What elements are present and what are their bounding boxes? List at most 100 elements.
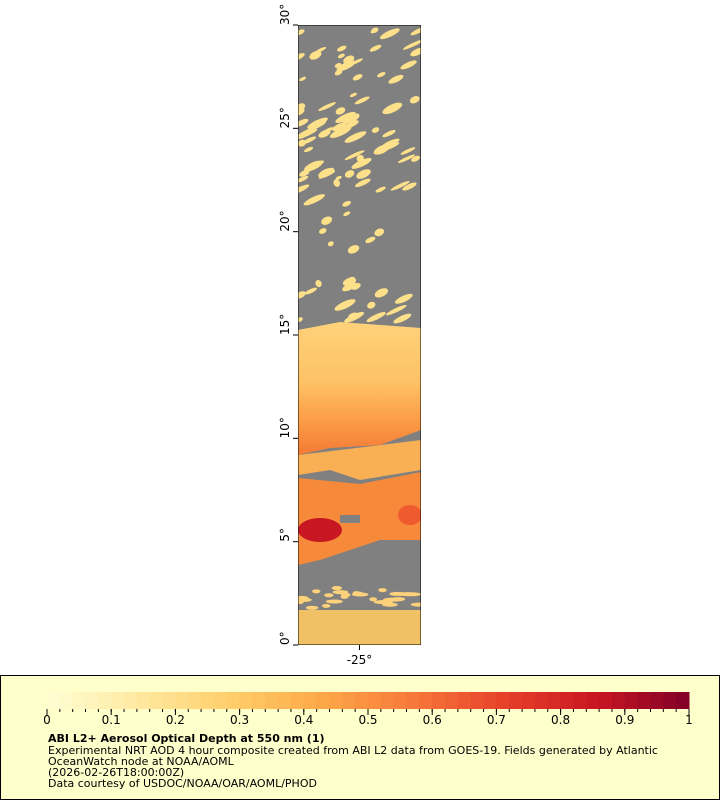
y-tick-label: 25° — [278, 107, 292, 128]
haze-streak — [356, 169, 371, 179]
haze-streak — [354, 96, 370, 105]
colorbar-cell — [59, 692, 74, 709]
haze-streak — [344, 150, 365, 160]
colorbar-cell — [624, 692, 639, 709]
y-tick-label: 30° — [278, 4, 292, 25]
x-tick-label: -25° — [347, 653, 373, 667]
colorbar-cell — [419, 692, 433, 709]
haze-streak — [331, 586, 343, 591]
dust-patch — [298, 610, 421, 645]
haze-streak — [369, 597, 377, 602]
legend-line: Experimental NRT AOD 4 hour composite cr… — [48, 744, 658, 757]
colorbar-cell — [278, 692, 292, 709]
haze-streak — [333, 179, 341, 187]
y-tick-label: 15° — [278, 314, 292, 335]
haze-streak — [410, 26, 421, 36]
dust-plume — [298, 440, 421, 480]
colorbar-cell — [547, 692, 562, 709]
colorbar-cell — [72, 692, 87, 709]
dust-plume — [298, 322, 421, 455]
colorbar-cell — [226, 692, 241, 709]
colorbar-cell — [534, 692, 549, 709]
haze-streak — [410, 602, 421, 607]
haze-streak — [382, 602, 398, 607]
colorbar-cell — [611, 692, 626, 709]
haze-streak — [393, 313, 412, 324]
colorbar-cell — [676, 692, 690, 709]
haze-streak — [309, 50, 322, 60]
legend-line: OceanWatch node at NOAA/AOML — [48, 755, 235, 768]
colorbar-cell — [162, 692, 176, 709]
colorbar-cell — [124, 692, 138, 709]
haze-streak — [335, 107, 346, 115]
legend-line: (2026-02-26T18:00:00Z) — [48, 766, 184, 779]
haze-streak — [352, 74, 363, 81]
haze-streak — [303, 194, 325, 206]
haze-streak — [310, 160, 324, 168]
haze-streak — [400, 147, 416, 155]
haze-streak — [299, 76, 307, 82]
haze-streak — [343, 55, 355, 64]
haze-streak — [342, 113, 360, 124]
colorbar-cell — [303, 692, 318, 709]
haze-streak — [344, 170, 355, 178]
colorbar-cell — [316, 692, 330, 709]
haze-streak — [335, 175, 342, 180]
haze-streak — [304, 146, 314, 153]
haze-streak — [375, 186, 386, 193]
haze-streak — [327, 241, 334, 247]
y-tick-label: 10° — [278, 417, 292, 438]
haze-streak — [318, 167, 335, 178]
haze-streak — [367, 301, 376, 309]
haze-streak — [400, 60, 417, 70]
haze-streak — [381, 138, 400, 149]
haze-streak — [355, 178, 371, 188]
haze-streak — [402, 182, 417, 191]
colorbar-cell — [663, 692, 677, 709]
haze-streak — [382, 130, 396, 138]
colorbar-cell — [406, 692, 420, 709]
dust-core — [398, 505, 421, 525]
haze-streak — [299, 169, 310, 177]
colorbar-cell — [342, 692, 356, 709]
colorbar-cell — [368, 692, 382, 709]
haze-streak — [298, 597, 312, 602]
colorbar-tick-label: 0 — [43, 713, 51, 727]
haze-streak — [331, 122, 347, 132]
haze-streak — [321, 603, 331, 608]
colorbar-cell — [265, 692, 279, 709]
colorbar-cell — [470, 692, 485, 709]
haze-streak — [351, 157, 372, 169]
y-tick-label: 0° — [278, 631, 292, 645]
haze-streak — [315, 280, 322, 288]
cloud-gap — [340, 515, 360, 523]
haze-streak — [298, 126, 319, 137]
colorbar-tick-label: 0.1 — [102, 713, 121, 727]
haze-streak — [334, 62, 342, 68]
colorbar-tick-label: 0.8 — [551, 713, 570, 727]
haze-streak — [370, 28, 378, 34]
colorbar-cell — [573, 692, 587, 709]
colorbar-tick-label: 0.3 — [230, 713, 249, 727]
colorbar-cell — [483, 692, 497, 709]
haze-streak — [302, 136, 317, 145]
colorbar-cell — [111, 692, 125, 709]
haze-streak — [323, 127, 334, 133]
colorbar-cell — [496, 692, 510, 709]
colorbar-tick-label: 0.9 — [615, 713, 634, 727]
colorbar-tick-label: 0.5 — [358, 713, 377, 727]
colorbar-tick-label: 0.7 — [487, 713, 506, 727]
haze-streak — [342, 277, 355, 286]
colorbar-cell — [239, 692, 253, 709]
haze-streak — [312, 589, 321, 594]
colorbar-cell — [509, 692, 523, 709]
colorbar: 0 0.1 0.2 0.3 0.4 0.5 0.6 0.7 0.8 0.9 1 — [43, 692, 693, 727]
y-tick-label: 5° — [278, 528, 292, 542]
colorbar-cell — [393, 692, 408, 709]
haze-streak — [319, 228, 327, 234]
colorbar-cell — [290, 692, 305, 709]
colorbar-cell — [213, 692, 228, 709]
haze-streak — [409, 96, 420, 104]
haze-streak — [324, 593, 334, 598]
haze-streak — [342, 282, 357, 292]
